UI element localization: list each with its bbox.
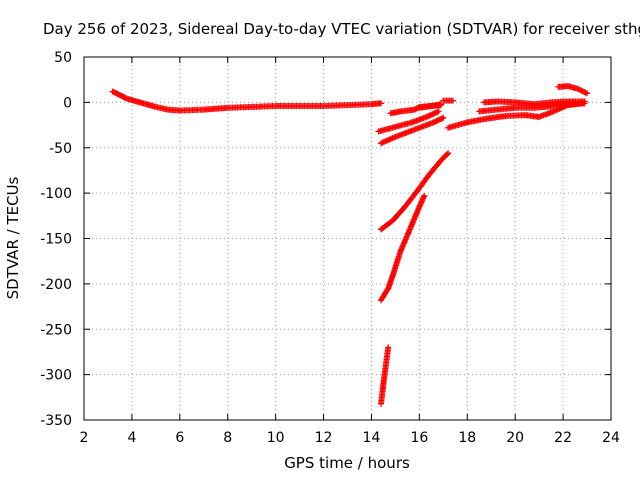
x-tick-label: 8 <box>223 430 232 446</box>
data-point <box>444 151 451 158</box>
data-point <box>435 108 442 115</box>
y-tick-label: -200 <box>40 277 72 293</box>
x-tick-label: 12 <box>315 430 333 446</box>
data-point <box>440 114 447 121</box>
x-tick-label: 10 <box>267 430 285 446</box>
series-track-desc-b <box>378 114 447 147</box>
x-tick-labels: 2 4 6 8 10 12 14 16 18 20 22 24 <box>80 430 620 446</box>
y-tick-label: -350 <box>40 413 72 429</box>
series-track-18 <box>440 97 456 104</box>
y-tick-label: -250 <box>40 322 72 338</box>
y-tick-label: 0 <box>63 95 72 111</box>
x-tick-label: 2 <box>80 430 89 446</box>
x-tick-label: 24 <box>602 430 620 446</box>
data-point <box>578 87 585 94</box>
data-point <box>434 109 441 116</box>
x-tick-label: 20 <box>506 430 524 446</box>
series-track-steep-a <box>378 150 452 233</box>
y-tick-label: -100 <box>40 186 72 202</box>
series-track-late-high <box>555 83 590 97</box>
data-point <box>445 150 452 157</box>
series-track-desc-a <box>375 108 442 135</box>
y-tick-labels: 50 0 -50 -100 -150 -200 -250 -300 -350 <box>40 50 72 429</box>
x-axis-label: GPS time / hours <box>284 454 410 472</box>
x-tick-label: 14 <box>363 430 381 446</box>
series-track-deep <box>378 344 392 407</box>
x-tick-label: 18 <box>458 430 476 446</box>
x-tick-label: 4 <box>127 430 136 446</box>
data-point <box>449 97 456 104</box>
x-tick-label: 6 <box>175 430 184 446</box>
x-tick-label: 16 <box>410 430 428 446</box>
series-track-steep-b <box>378 192 428 304</box>
data-point <box>378 100 384 107</box>
series-track-mid-short <box>416 102 444 111</box>
data-point <box>421 192 428 199</box>
data-point <box>385 344 392 351</box>
axis-ticks <box>83 56 612 421</box>
series-track-late-low <box>445 100 586 131</box>
x-tick-label: 22 <box>554 430 572 446</box>
data-point <box>581 98 588 105</box>
y-tick-label: -300 <box>40 368 72 384</box>
y-axis-label: SDTVAR / TECUs <box>4 176 22 299</box>
series-group <box>109 83 590 407</box>
y-tick-label: 50 <box>54 50 72 66</box>
y-tick-label: -50 <box>49 141 72 157</box>
chart-title: Day 256 of 2023, Sidereal Day-to-day VTE… <box>43 20 640 38</box>
data-point <box>584 90 590 97</box>
y-tick-label: -150 <box>40 232 72 248</box>
series-track-main <box>109 88 384 114</box>
data-point <box>437 102 444 109</box>
series-track-late-top <box>481 98 588 108</box>
